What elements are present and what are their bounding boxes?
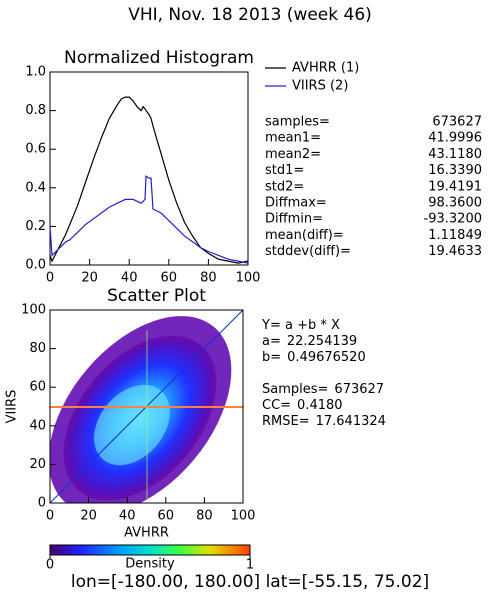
footer: lon=[-180.00, 180.00] lat=[-55.15, 75.02… xyxy=(71,572,429,592)
stat-label: Diffmin= xyxy=(265,212,323,227)
y-tick-label: 1.0 xyxy=(25,65,46,80)
fit-stat-label: Y= a +b * X xyxy=(261,318,340,333)
y-tick-label: 80 xyxy=(29,341,46,356)
fit-stat-value: 22.254139 xyxy=(287,334,357,349)
y-tick-label: 20 xyxy=(29,457,46,472)
stat-label: Diffmax= xyxy=(265,196,327,211)
fit-stat-label: Samples= xyxy=(262,382,328,397)
colorbar-tick-label: 1 xyxy=(246,558,254,573)
chart-title: Normalized Histogram xyxy=(64,48,254,68)
stat-value: 19.4191 xyxy=(428,179,482,194)
fit-stat-label: RMSE= xyxy=(262,414,310,429)
density-cloud xyxy=(50,310,243,503)
y-tick-label: 40 xyxy=(29,418,46,433)
y-tick-label: 60 xyxy=(29,380,46,395)
x-tick-label: 0 xyxy=(46,509,54,524)
stat-value: 1.11849 xyxy=(428,228,482,243)
x-tick-label: 20 xyxy=(81,271,98,286)
stat-label: samples= xyxy=(265,115,330,130)
stat-label: std2= xyxy=(265,179,304,194)
chart-title: Scatter Plot xyxy=(107,286,206,306)
fit-stat-value: 0.4180 xyxy=(297,398,343,413)
x-tick-label: 40 xyxy=(121,271,138,286)
stat-value: 19.4633 xyxy=(428,244,482,259)
x-tick-label: 100 xyxy=(236,271,261,286)
colorbar xyxy=(49,544,251,556)
colorbar-label: Density xyxy=(125,557,175,572)
x-tick-label: 60 xyxy=(158,509,175,524)
x-axis-label: AVHRR xyxy=(124,526,169,541)
colorbar-tick-label: 0 xyxy=(46,558,54,573)
x-tick-label: 80 xyxy=(200,271,217,286)
y-axis-label: VIIRS xyxy=(5,390,20,424)
fit-stat: Samples= 673627 xyxy=(262,382,384,397)
fit-stat-label: CC= xyxy=(262,398,291,413)
x-tick-label: 20 xyxy=(80,509,97,524)
plot-frame xyxy=(49,309,244,504)
y-tick-label: 0.2 xyxy=(25,219,46,234)
fit-stat-value: 17.641324 xyxy=(316,414,386,429)
y-tick-label: 0.6 xyxy=(25,142,46,157)
fit-stat: Y= a +b * X xyxy=(261,318,340,333)
stat-value: 43.1180 xyxy=(428,147,482,162)
y-tick-label: 0.4 xyxy=(25,180,46,195)
y-tick-label: 0.8 xyxy=(25,103,46,118)
stat-value: 673627 xyxy=(432,115,482,130)
x-tick-label: 100 xyxy=(231,509,256,524)
y-tick-label: 0.0 xyxy=(25,258,46,273)
fit-stat: CC= 0.4180 xyxy=(262,398,343,413)
stat-label: stddev(diff)= xyxy=(265,244,351,259)
fit-stat-label: b= xyxy=(262,350,281,365)
stat-label: mean1= xyxy=(265,131,321,146)
stat-label: std1= xyxy=(265,163,304,178)
fit-stat-value: 673627 xyxy=(334,382,384,397)
stat-label: mean2= xyxy=(265,147,321,162)
fit-stat: b= 0.49676520 xyxy=(262,350,366,365)
stat-label: mean(diff)= xyxy=(265,228,344,243)
fit-stat-label: a= xyxy=(262,334,281,349)
stat-value: -93.3200 xyxy=(424,212,482,227)
stat-value: 98.3600 xyxy=(428,196,482,211)
x-tick-label: 80 xyxy=(196,509,213,524)
stat-value: 16.3390 xyxy=(428,163,482,178)
stat-value: 41.9996 xyxy=(428,131,482,146)
series-line xyxy=(49,175,249,264)
legend-label: VIIRS (2) xyxy=(292,79,348,94)
fit-stat: a= 22.254139 xyxy=(262,334,357,349)
x-tick-label: 40 xyxy=(119,509,136,524)
legend-label: AVHRR (1) xyxy=(292,61,359,76)
series-line xyxy=(49,96,249,264)
fit-stat-value: 0.49676520 xyxy=(287,350,366,365)
x-tick-label: 60 xyxy=(161,271,178,286)
y-tick-label: 100 xyxy=(21,303,46,318)
y-tick-label: 0 xyxy=(38,496,46,511)
figure-title: VHI, Nov. 18 2013 (week 46) xyxy=(128,5,372,25)
fit-stat: RMSE= 17.641324 xyxy=(262,414,386,429)
plot-frame xyxy=(49,71,249,266)
x-tick-label: 0 xyxy=(46,271,54,286)
